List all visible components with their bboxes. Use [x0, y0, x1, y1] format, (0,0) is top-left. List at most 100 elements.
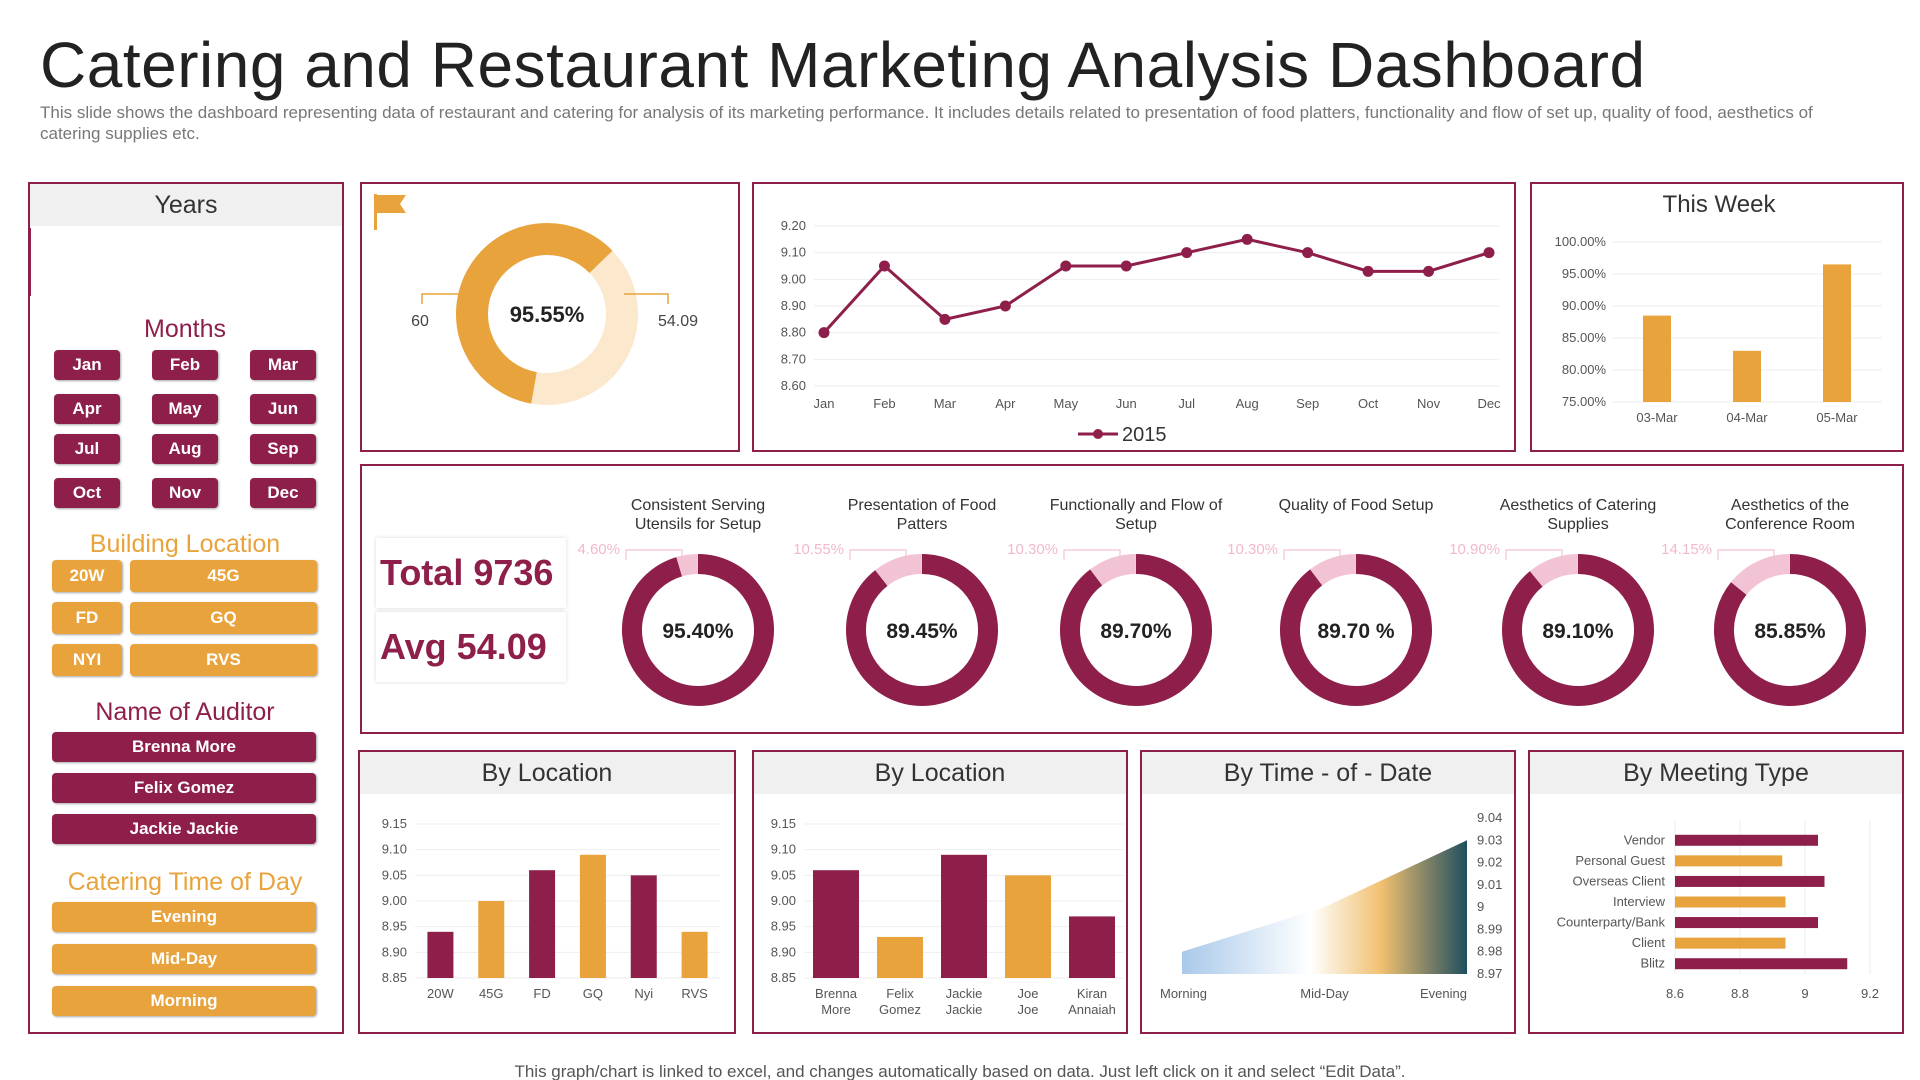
x-tick-label: Sep — [1296, 396, 1319, 411]
bar — [579, 854, 606, 978]
bar — [529, 870, 556, 978]
bar — [941, 854, 987, 978]
kpi-donut-value — [1280, 554, 1432, 706]
building-rvs-button[interactable]: RVS — [130, 644, 317, 676]
y-tick-label: 8.60 — [781, 378, 806, 393]
kpi-donut-value — [1502, 554, 1654, 706]
x-tick-label-line: Joe — [1018, 1002, 1039, 1017]
monthly-line-panel: 8.60 8.70 8.80 8.90 9.00 9.10 9.20 Jan Feb Mar Apr… — [752, 182, 1516, 452]
y-tick-label: 9.05 — [771, 867, 796, 882]
bar — [877, 936, 923, 978]
page-subtitle: This slide shows the dashboard represent… — [40, 103, 1813, 143]
flag-icon — [374, 194, 406, 230]
y-tick-label: 9.00 — [771, 893, 796, 908]
x-tick-label: Nyi — [634, 986, 653, 1001]
data-point — [1483, 247, 1495, 259]
x-tick-label-line: Joe — [1018, 986, 1039, 1001]
month-jan-button[interactable]: Jan — [54, 350, 120, 380]
month-apr-button[interactable]: Apr — [54, 394, 120, 424]
y-tick-label: 9.10 — [382, 842, 407, 857]
y-tick-label: Personal Guest — [1575, 853, 1665, 868]
by-time-title: By Time - of - Date — [1142, 752, 1514, 794]
building-gq-button[interactable]: GQ — [130, 602, 317, 634]
y-tick-label: 8.85 — [771, 970, 796, 985]
kpi-callout-line — [849, 549, 907, 560]
building-45g-button[interactable]: 45G — [130, 560, 317, 592]
y-tick-label: 9.00 — [382, 893, 407, 908]
month-feb-button[interactable]: Feb — [152, 350, 218, 380]
x-tick-label: Joe Joe — [1018, 986, 1039, 1017]
building-20w-button[interactable]: 20W — [52, 560, 122, 592]
y-tick-label: 9.10 — [771, 842, 796, 857]
bar — [1675, 896, 1786, 908]
callout-right-value: 54.09 — [658, 313, 698, 330]
by-location-1-title: By Location — [360, 752, 734, 794]
catering-morning-button[interactable]: Morning — [52, 986, 316, 1016]
total-stat: Total 9736 — [376, 538, 566, 608]
kpi-donut-remainder — [676, 554, 699, 577]
month-jul-button[interactable]: Jul — [54, 434, 120, 464]
data-point — [1362, 265, 1374, 277]
catering-midday-button[interactable]: Mid-Day — [52, 944, 316, 974]
month-dec-button[interactable]: Dec — [250, 478, 316, 508]
average-stat: Avg 54.09 — [376, 612, 566, 682]
x-tick-label: Kiran Annaiah — [1068, 986, 1116, 1017]
callout-right-line — [624, 293, 669, 304]
x-tick-label: Mar — [934, 396, 957, 411]
x-tick-label-line: Felix — [886, 986, 914, 1001]
x-tick-label: Jul — [1178, 396, 1195, 411]
bar — [1643, 315, 1671, 402]
callout-left-value: 60 — [411, 313, 429, 330]
month-may-button[interactable]: May — [152, 394, 218, 424]
month-mar-button[interactable]: Mar — [250, 350, 316, 380]
x-tick-label: Morning — [1160, 986, 1207, 1001]
kpi-title: Presentation of Food Patters — [847, 497, 997, 533]
y-tick-label: 8.95 — [382, 919, 407, 934]
this-week-chart: This Week 75.00% 80.00% 85.00% 90.00% 95.00% 1… — [1555, 191, 1882, 425]
y-tick-label: 9.01 — [1477, 877, 1502, 892]
data-point — [1302, 247, 1314, 259]
y-tick-label: 8.99 — [1477, 921, 1502, 936]
data-point — [939, 313, 951, 325]
x-tick-label: 8.8 — [1731, 986, 1749, 1001]
kpi-donut-remainder — [1529, 554, 1579, 587]
kpi-donut-value — [622, 554, 774, 706]
monthly-line-chart: 8.60 8.70 8.80 8.90 9.00 9.10 9.20 Jan Feb Mar Apr… — [781, 218, 1501, 446]
y-tick-label: 9.15 — [771, 816, 796, 831]
building-fd-button[interactable]: FD — [52, 602, 122, 634]
x-tick-label: Dec — [1477, 396, 1501, 411]
kpi-callout-line — [1717, 549, 1775, 560]
bar — [1069, 916, 1115, 978]
month-sep-button[interactable]: Sep — [250, 434, 316, 464]
by-time-panel: By Time - of - Date 8.97 8.98 8.99 9 9.01 9.0… — [1140, 750, 1516, 1034]
month-oct-button[interactable]: Oct — [54, 478, 120, 508]
x-tick-label: Aug — [1236, 396, 1259, 411]
auditor-brenna-more-button[interactable]: Brenna More — [52, 732, 316, 762]
y-tick-label: 9 — [1477, 899, 1484, 914]
callout-left-line — [421, 293, 467, 304]
kpi-donut-value — [1714, 554, 1866, 706]
catering-evening-button[interactable]: Evening — [52, 902, 316, 932]
y-tick-label: 9.10 — [781, 245, 806, 260]
y-tick-label: 8.85 — [382, 970, 407, 985]
building-nyi-button[interactable]: NYI — [52, 644, 122, 676]
x-tick-label: Mid-Day — [1300, 986, 1349, 1001]
x-tick-label-line: Jackie — [946, 1002, 983, 1017]
x-tick-label: 8.6 — [1666, 986, 1684, 1001]
auditor-jackie-jackie-button[interactable]: Jackie Jackie — [52, 814, 316, 844]
x-tick-label: Nov — [1417, 396, 1441, 411]
month-jun-button[interactable]: Jun — [250, 394, 316, 424]
kpi-callout-line — [1063, 549, 1121, 560]
bar — [1675, 917, 1818, 929]
y-tick-label: Blitz — [1640, 956, 1665, 971]
y-tick-label: Interview — [1613, 894, 1666, 909]
by-location-2-title: By Location — [754, 752, 1126, 794]
kpi-donut-label: 89.70 % — [1317, 620, 1394, 643]
building-location-label: Building Location — [89, 530, 281, 558]
month-aug-button[interactable]: Aug — [152, 434, 218, 464]
auditor-felix-gomez-button[interactable]: Felix Gomez — [52, 773, 316, 803]
month-nov-button[interactable]: Nov — [152, 478, 218, 508]
x-tick-label: 45G — [479, 986, 504, 1001]
bar — [1733, 350, 1761, 402]
bar — [1675, 875, 1825, 887]
